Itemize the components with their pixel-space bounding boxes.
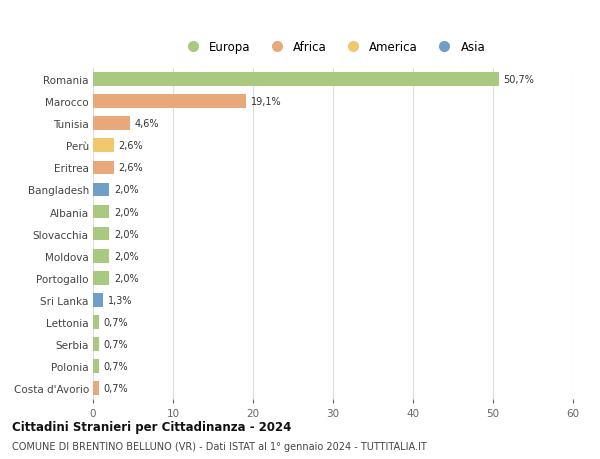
- Text: 2,0%: 2,0%: [114, 251, 139, 261]
- Text: 0,7%: 0,7%: [103, 317, 128, 327]
- Bar: [93, 95, 246, 109]
- Text: 0,7%: 0,7%: [103, 339, 128, 349]
- Text: Cittadini Stranieri per Cittadinanza - 2024: Cittadini Stranieri per Cittadinanza - 2…: [12, 420, 292, 433]
- Text: 2,0%: 2,0%: [114, 229, 139, 239]
- Bar: [93, 205, 109, 219]
- Bar: [93, 73, 499, 87]
- Bar: [93, 117, 130, 131]
- Bar: [93, 139, 114, 153]
- Text: 2,0%: 2,0%: [114, 207, 139, 217]
- Bar: [93, 183, 109, 197]
- Bar: [93, 381, 98, 395]
- Bar: [93, 249, 109, 263]
- Bar: [93, 161, 114, 175]
- Text: 1,3%: 1,3%: [108, 295, 133, 305]
- Text: 0,7%: 0,7%: [103, 361, 128, 371]
- Text: 19,1%: 19,1%: [251, 97, 281, 107]
- Text: 50,7%: 50,7%: [503, 75, 534, 85]
- Bar: [93, 293, 103, 307]
- Bar: [93, 315, 98, 329]
- Bar: [93, 227, 109, 241]
- Text: 2,6%: 2,6%: [119, 163, 143, 173]
- Text: 2,0%: 2,0%: [114, 185, 139, 195]
- Text: COMUNE DI BRENTINO BELLUNO (VR) - Dati ISTAT al 1° gennaio 2024 - TUTTITALIA.IT: COMUNE DI BRENTINO BELLUNO (VR) - Dati I…: [12, 441, 427, 451]
- Legend: Europa, Africa, America, Asia: Europa, Africa, America, Asia: [178, 39, 488, 56]
- Bar: [93, 271, 109, 285]
- Text: 2,0%: 2,0%: [114, 273, 139, 283]
- Text: 2,6%: 2,6%: [119, 141, 143, 151]
- Bar: [93, 359, 98, 373]
- Text: 0,7%: 0,7%: [103, 383, 128, 393]
- Bar: [93, 337, 98, 351]
- Text: 4,6%: 4,6%: [134, 119, 159, 129]
